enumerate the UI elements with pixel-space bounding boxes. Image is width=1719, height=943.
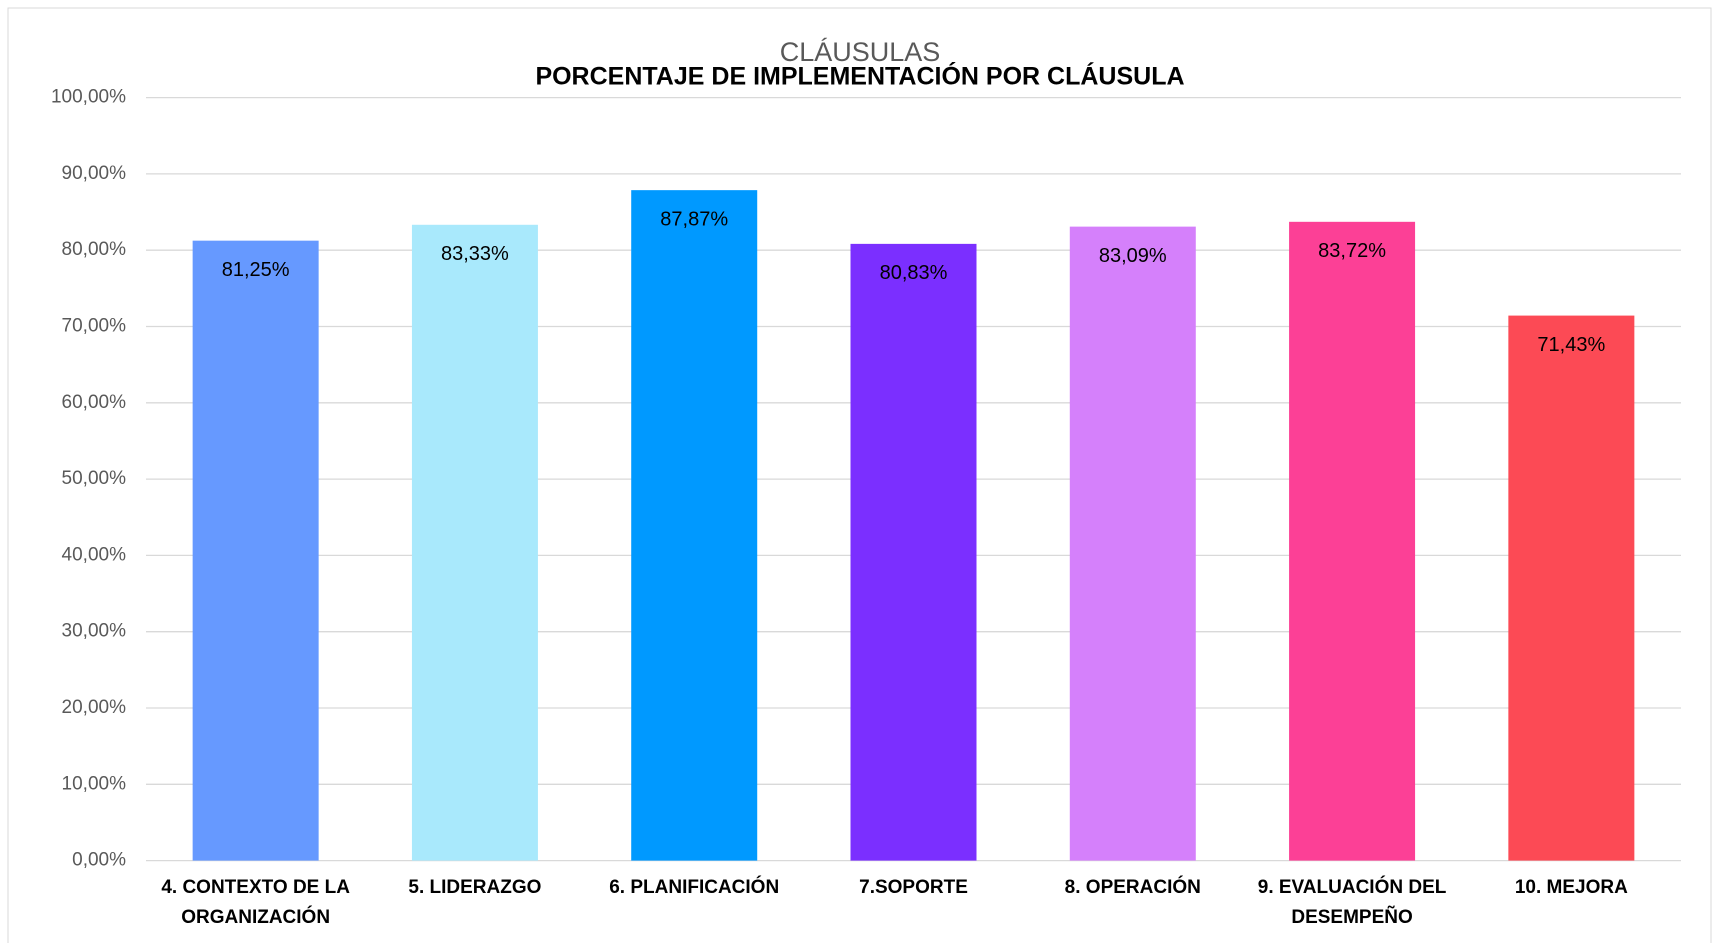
- y-tick-label: 100,00%: [51, 87, 126, 108]
- chart-title: PORCENTAJE DE IMPLEMENTACIÓN POR CLÁUSUL…: [535, 61, 1184, 91]
- chart-frame: [7, 7, 1712, 943]
- value-label: 71,43%: [1537, 334, 1605, 356]
- bar: [192, 240, 319, 861]
- bar: [1289, 221, 1416, 861]
- bar: [411, 224, 538, 861]
- value-label: 80,83%: [880, 262, 948, 284]
- value-label: 83,33%: [441, 243, 509, 265]
- x-tick-label: 4. CONTEXTO DE LA ORGANIZACIÓN: [161, 876, 350, 928]
- bar: [631, 190, 758, 861]
- x-tick-label: 7.SOPORTE: [859, 876, 968, 898]
- value-label: 81,25%: [222, 259, 290, 281]
- chart-subtitle: CLÁUSULAS: [780, 37, 941, 67]
- y-tick-label: 70,00%: [62, 316, 127, 337]
- y-tick-label: 80,00%: [62, 239, 127, 260]
- y-tick-label: 90,00%: [62, 163, 127, 184]
- x-tick-label: 5. LIDERAZGO: [408, 876, 542, 898]
- bar: [850, 243, 977, 861]
- value-label: 87,87%: [660, 208, 728, 230]
- y-tick-label: 60,00%: [62, 392, 127, 413]
- y-tick-label: 20,00%: [62, 697, 127, 718]
- x-tick-label: 10. MEJORA: [1514, 876, 1628, 898]
- value-label: 83,72%: [1318, 240, 1386, 262]
- bar: [1069, 226, 1196, 861]
- x-tick-label: 8. OPERACIÓN: [1064, 876, 1201, 898]
- value-label: 83,09%: [1099, 245, 1167, 267]
- y-tick-label: 40,00%: [62, 544, 127, 565]
- y-tick-label: 50,00%: [62, 468, 127, 489]
- x-tick-label: 6. PLANIFICACIÓN: [609, 876, 780, 898]
- bar: [1508, 315, 1635, 861]
- y-tick-label: 10,00%: [62, 773, 127, 794]
- x-tick-label: 9. EVALUACIÓN DEL DESEMPEÑO: [1257, 876, 1447, 928]
- y-tick-label: 0,00%: [72, 850, 126, 871]
- y-tick-label: 30,00%: [62, 621, 127, 642]
